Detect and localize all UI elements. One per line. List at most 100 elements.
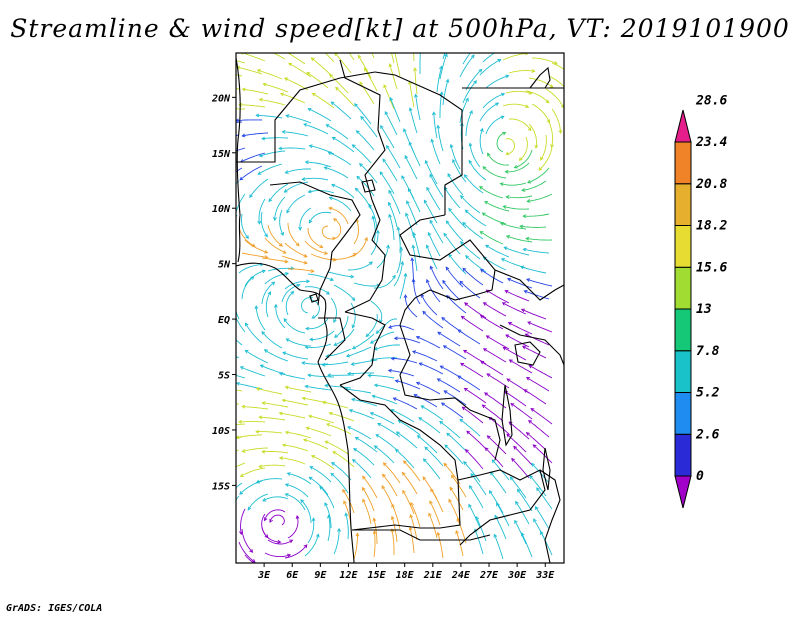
streamline <box>263 83 289 93</box>
streamline <box>242 88 269 95</box>
streamline <box>531 57 558 65</box>
streamline-arrowhead <box>443 462 448 467</box>
streamline-arrowhead <box>496 502 500 507</box>
streamline <box>326 423 352 435</box>
streamline <box>262 496 289 502</box>
streamline-arrowhead <box>422 458 427 463</box>
streamline <box>469 485 484 509</box>
streamline <box>282 131 309 137</box>
streamline <box>335 87 355 107</box>
streamline <box>430 488 444 513</box>
streamline-arrowhead <box>331 183 336 188</box>
streamline-arrowhead <box>272 217 277 222</box>
streamline-arrowhead <box>303 260 308 265</box>
streamline <box>510 476 527 499</box>
streamline <box>288 62 312 78</box>
streamline-arrowhead <box>255 429 260 434</box>
streamline <box>352 333 375 350</box>
streamline-arrowhead <box>411 244 416 249</box>
streamline <box>517 489 533 512</box>
streamline-arrowhead <box>325 124 330 128</box>
streamline-arrowhead <box>347 426 352 430</box>
streamline <box>504 246 530 256</box>
streamline-arrowhead <box>484 447 489 452</box>
streamline <box>502 103 529 108</box>
streamline-arrowhead <box>373 383 378 388</box>
streamline <box>322 401 349 409</box>
streamline-arrowhead <box>264 233 268 238</box>
streamline <box>459 54 475 78</box>
streamline <box>383 462 401 484</box>
streamline-arrowhead <box>504 169 509 174</box>
streamline-arrowhead <box>460 362 465 367</box>
streamline <box>352 144 372 164</box>
streamline-arrowhead <box>281 443 286 448</box>
streamline-arrowhead <box>540 530 544 535</box>
streamline <box>488 416 510 435</box>
streamline-arrowhead <box>323 166 328 171</box>
streamline <box>394 337 421 344</box>
streamline-arrowhead <box>504 289 509 294</box>
streamline <box>439 53 448 80</box>
streamline <box>284 181 309 193</box>
streamline <box>403 460 421 482</box>
streamline-arrowhead <box>480 360 485 365</box>
streamline <box>508 322 533 335</box>
streamline <box>520 266 547 274</box>
streamline <box>267 224 283 247</box>
streamline <box>264 237 287 254</box>
streamline-arrowhead <box>439 365 444 370</box>
colorbar-segment <box>674 225 692 268</box>
streamline <box>548 75 564 88</box>
streamline <box>345 388 372 394</box>
streamline <box>373 531 376 558</box>
streamline-arrowhead <box>348 408 353 413</box>
country-borders <box>236 57 564 563</box>
streamline <box>429 174 444 198</box>
streamline-arrowhead <box>215 458 218 461</box>
streamline-arrowhead <box>333 319 337 324</box>
streamline <box>236 482 243 489</box>
streamline-arrowhead <box>523 389 528 393</box>
streamline-arrowhead <box>501 92 506 97</box>
streamline-arrowhead <box>258 153 263 158</box>
streamline-arrowhead <box>387 201 392 206</box>
streamline-arrowhead <box>303 123 308 127</box>
streamline <box>241 213 249 239</box>
streamline-arrowhead <box>256 69 261 73</box>
streamline <box>346 346 372 357</box>
streamline <box>360 116 378 138</box>
streamline-arrowhead <box>412 350 417 355</box>
streamline <box>370 331 395 344</box>
streamline <box>460 195 481 214</box>
streamline-arrowhead <box>451 474 455 479</box>
streamline-arrowhead <box>300 499 305 503</box>
streamline <box>347 372 374 375</box>
streamline-arrowhead <box>506 378 511 383</box>
streamline <box>504 390 527 407</box>
border-angola-zambia <box>351 479 461 531</box>
streamline-arrowhead <box>283 318 288 323</box>
streamline-arrowhead <box>311 517 316 522</box>
streamline-arrowhead <box>445 220 450 225</box>
streamline <box>412 350 438 362</box>
streamline-arrowhead <box>278 456 283 461</box>
streamline <box>531 103 550 123</box>
streamline <box>256 431 283 434</box>
streamline <box>264 552 291 558</box>
streamline <box>247 493 269 511</box>
grads-credit: GrADS: IGES/COLA <box>6 603 103 614</box>
streamline-arrowhead <box>436 378 441 382</box>
streamline <box>244 554 255 563</box>
streamline <box>462 267 484 286</box>
streamline <box>375 434 398 451</box>
streamline <box>269 514 285 526</box>
streamline <box>396 247 402 274</box>
streamline <box>465 110 473 137</box>
plot-background <box>236 53 564 563</box>
streamline-arrowhead <box>342 488 346 493</box>
streamline <box>383 84 395 110</box>
streamline <box>418 417 441 434</box>
streamline <box>249 178 269 198</box>
streamline-arrowhead <box>305 326 310 331</box>
